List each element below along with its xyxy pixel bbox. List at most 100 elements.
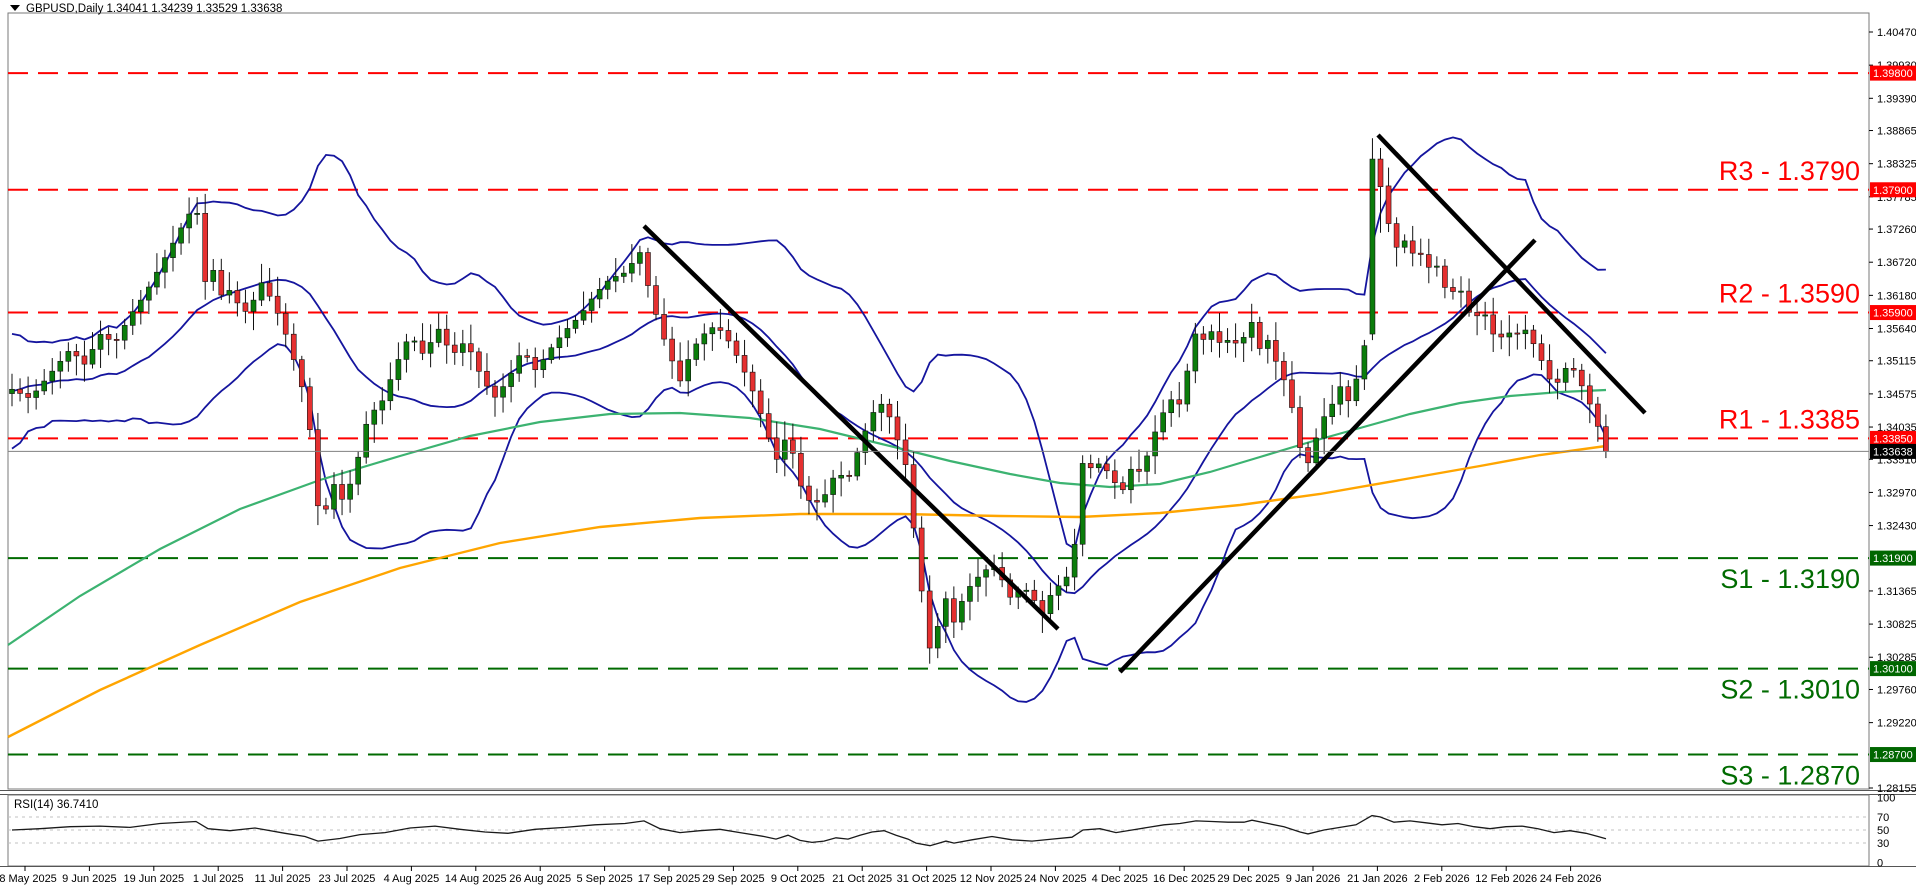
- bull-candle: [355, 456, 361, 485]
- bull-candle: [781, 439, 788, 460]
- time-tick-label: 14 Aug 2025: [445, 873, 507, 885]
- downtrend-jan-feb[interactable]: [1376, 133, 1647, 415]
- bear-candle: [1273, 340, 1279, 362]
- bull-candle: [701, 333, 708, 345]
- bear-candle: [419, 340, 426, 354]
- bull-candle: [508, 372, 514, 387]
- bull-candle: [1353, 378, 1360, 402]
- time-tick-label: 28 May 2025: [0, 873, 57, 885]
- bull-candle: [226, 290, 233, 296]
- bull-candle: [1401, 240, 1408, 248]
- bull-candle: [210, 270, 217, 282]
- bear-candle: [1426, 254, 1432, 268]
- bear-candle: [298, 359, 305, 388]
- bull-candle: [459, 343, 466, 353]
- chart-dropdown-icon[interactable]: [10, 5, 20, 11]
- bull-candle: [1240, 337, 1247, 344]
- bull-candle: [637, 252, 643, 264]
- bear-candle: [1297, 407, 1303, 448]
- bear-candle: [266, 282, 273, 297]
- downtrend-sep-nov[interactable]: [642, 224, 1060, 631]
- bull-candle: [1313, 437, 1319, 464]
- time-tick-label: 24 Nov 2025: [1024, 873, 1086, 885]
- bear-candle: [1603, 426, 1609, 452]
- bull-candle: [1055, 585, 1062, 596]
- price-badge: [1870, 305, 1916, 321]
- price-tick-label: 1.34575: [1877, 389, 1916, 401]
- level-label-r1: R1 - 1.3385: [1719, 404, 1860, 434]
- bear-candle: [894, 416, 901, 441]
- time-tick-label: 4 Aug 2025: [384, 873, 440, 885]
- price-axis[interactable]: 1.404701.399301.393901.388651.383251.377…: [1869, 27, 1916, 795]
- price-tick-label: 1.36180: [1877, 290, 1916, 302]
- bear-candle: [733, 340, 740, 356]
- bull-candle: [1128, 468, 1134, 491]
- bear-candle: [443, 328, 450, 346]
- bear-candle: [1409, 240, 1416, 254]
- price-badge-label: 1.33638: [1873, 446, 1913, 458]
- bear-candle: [1305, 447, 1311, 464]
- bear-candle: [1377, 158, 1384, 187]
- bull-candle: [89, 349, 96, 365]
- bull-candle: [162, 257, 168, 273]
- bear-candle: [765, 413, 772, 439]
- bull-candle: [331, 484, 337, 510]
- moving-averages: [7, 388, 1607, 739]
- bull-candle: [838, 475, 844, 479]
- bear-candle: [1417, 252, 1424, 255]
- bear-candle: [926, 590, 933, 649]
- bull-candle: [1361, 345, 1368, 380]
- rsi-series-line: [11, 814, 1607, 847]
- bull-candle: [1184, 370, 1191, 405]
- rsi-scale-label: 100: [1877, 792, 1895, 804]
- bear-candle: [1104, 463, 1110, 472]
- bull-candle: [1434, 265, 1440, 268]
- bull-candle: [596, 289, 603, 300]
- bear-candle: [242, 302, 249, 312]
- price-tick-label: 1.29760: [1877, 684, 1916, 696]
- bull-candle: [387, 379, 394, 402]
- time-tick-label: 21 Jan 2026: [1347, 873, 1408, 885]
- bear-candle: [202, 213, 208, 282]
- bull-candle: [1144, 455, 1150, 472]
- bear-candle: [532, 357, 539, 371]
- bear-candle: [524, 355, 531, 358]
- bear-candle: [1490, 314, 1496, 335]
- price-tick-label: 1.37260: [1877, 224, 1916, 236]
- bull-candle: [121, 325, 128, 341]
- bull-candle: [194, 213, 200, 215]
- time-tick-label: 19 Jun 2025: [124, 873, 185, 885]
- bear-candle: [1393, 223, 1400, 248]
- bear-candle: [717, 327, 724, 331]
- bear-candle: [1385, 185, 1392, 224]
- time-tick-label: 16 Dec 2025: [1153, 873, 1215, 885]
- bull-candle: [1208, 331, 1215, 340]
- time-tick-label: 23 Jul 2025: [319, 873, 376, 885]
- level-label-s3: S3 - 1.2870: [1720, 761, 1860, 791]
- bear-candle: [1200, 333, 1207, 340]
- level-label-s1: S1 - 1.3190: [1720, 564, 1860, 594]
- bull-candle: [1023, 589, 1030, 592]
- price-badge-label: 1.35900: [1873, 308, 1913, 320]
- bear-candle: [81, 355, 88, 365]
- bull-candle: [822, 494, 828, 503]
- uptrend-dec-feb[interactable]: [1118, 238, 1537, 674]
- bear-candle: [1587, 385, 1593, 405]
- bull-candle: [975, 576, 981, 587]
- price-badge-label: 1.31900: [1873, 553, 1913, 565]
- price-badge: [1870, 65, 1916, 81]
- bull-candle: [435, 328, 442, 343]
- price-tick-label: 1.32430: [1877, 521, 1916, 533]
- bull-candle: [1168, 399, 1174, 414]
- bull-candle: [693, 343, 700, 360]
- bear-candle: [476, 351, 482, 372]
- bear-candle: [1136, 468, 1142, 472]
- bull-candle: [870, 412, 877, 432]
- bull-candle: [934, 626, 941, 649]
- bear-candle: [1450, 287, 1456, 292]
- time-axis[interactable]: 28 May 2025 9 Jun 2025 19 Jun 2025 1 Jul 20…: [0, 866, 1916, 885]
- level-label-s2: S2 - 1.3010: [1720, 675, 1860, 705]
- bull-candle: [1095, 463, 1102, 469]
